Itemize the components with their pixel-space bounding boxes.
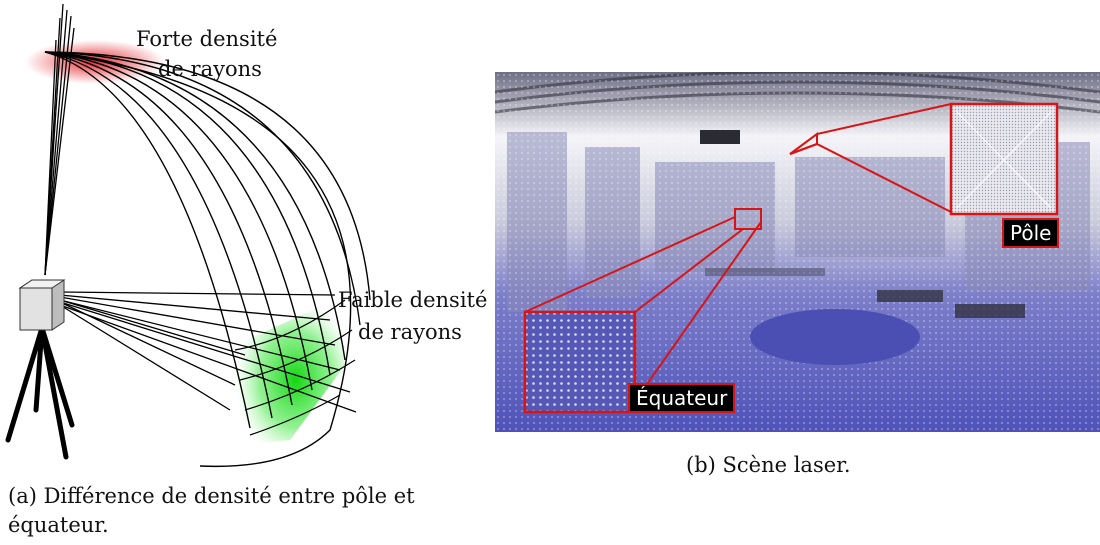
floor-disc: [750, 309, 920, 365]
label-low-density-line2: de rayons: [358, 320, 462, 344]
scanner-tripod: [5, 325, 75, 460]
equator-zoom-inset: [523, 310, 637, 414]
label-high-density-line1: Forte densité: [136, 27, 277, 51]
caption-figure-a: (a) Différence de densité entre pôle et …: [8, 484, 415, 537]
pole-label: Pôle: [1002, 218, 1060, 248]
pole-zoom-pattern: [956, 111, 1052, 209]
figure-b-laser-scene: [495, 72, 1100, 432]
scanner-head: [18, 279, 66, 331]
figure-a-diagram: Forte densité de rayons Faible densité d…: [5, 3, 487, 468]
caption-figure-b: (b) Scène laser.: [686, 453, 851, 477]
latitude-grid: [234, 299, 356, 436]
equator-sample-box: [734, 208, 762, 230]
label-low-density-line1: Faible densité: [338, 288, 487, 312]
equator-rays: [59, 291, 357, 413]
pole-ray-bundle: [44, 3, 75, 276]
low-density-zone: [235, 300, 345, 445]
pole-zoom-connector: [789, 103, 952, 213]
meridian-curves: [44, 51, 371, 468]
scene-furniture: [705, 268, 1025, 318]
equator-zoom-connector: [524, 216, 762, 388]
equator-label: Équateur: [628, 383, 736, 413]
label-high-density-line2: de rayons: [158, 57, 262, 81]
ceiling-light: [700, 130, 740, 144]
